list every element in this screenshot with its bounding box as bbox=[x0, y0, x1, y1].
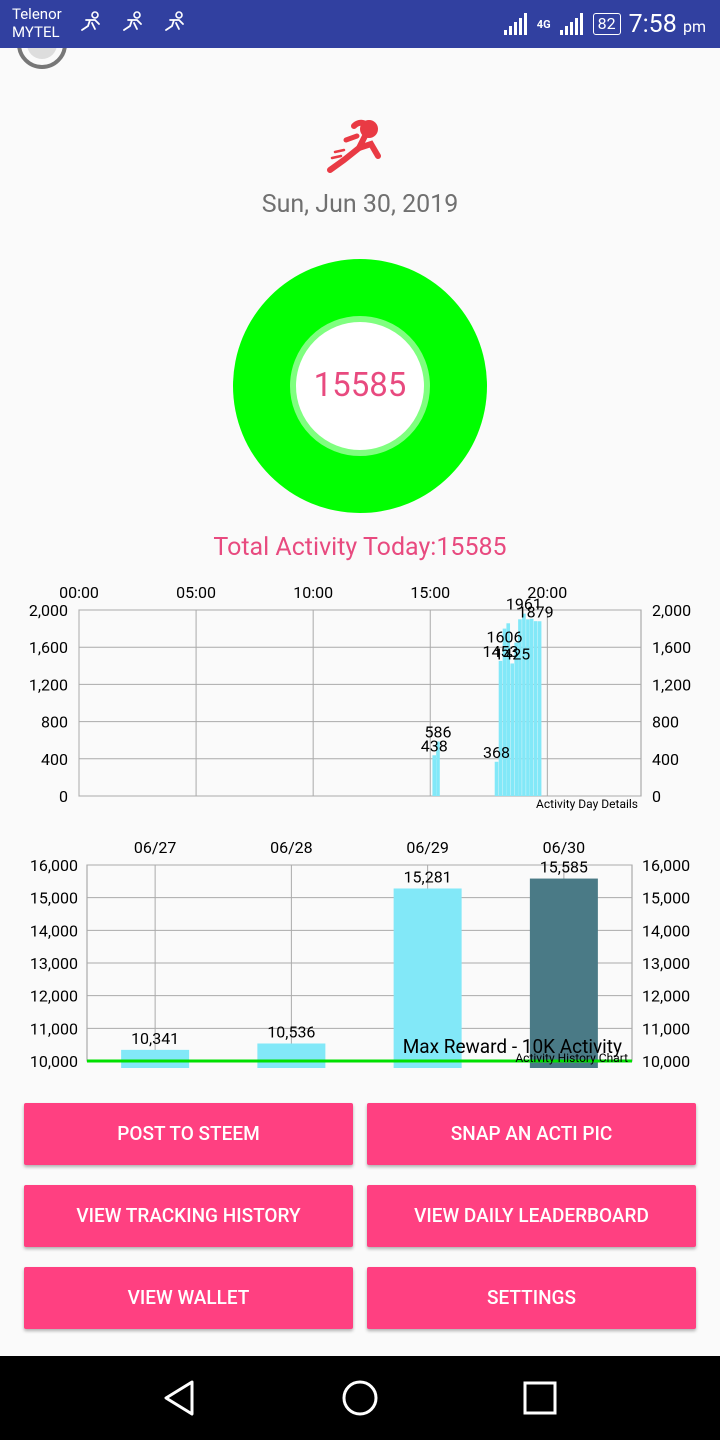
x-category-label: 06/27 bbox=[134, 838, 177, 857]
view-wallet-button[interactable]: VIEW WALLET bbox=[24, 1267, 353, 1329]
chart-plot-area bbox=[78, 609, 642, 797]
activity-history-chart[interactable]: 10,341 10,536 15,281 15,585 16,000 16,000 15,… bbox=[0, 830, 720, 1075]
activity-bar bbox=[526, 619, 530, 796]
bar-value-label: 438 bbox=[421, 736, 448, 755]
history-bar bbox=[393, 888, 462, 1068]
activity-bar bbox=[514, 642, 518, 796]
y-tick-label: 1,200 bbox=[652, 675, 691, 694]
bar-value-label: 1961 bbox=[506, 595, 542, 614]
date-label: Sun, Jun 30, 2019 bbox=[261, 190, 459, 219]
ring-activity-value: 15585 bbox=[313, 366, 407, 405]
bar-value-label: 10,341 bbox=[131, 1029, 179, 1048]
y-tick-label: 16,000 bbox=[30, 856, 78, 875]
y-tick-label: 2,000 bbox=[29, 601, 68, 620]
view-daily-leaderboard-button[interactable]: VIEW DAILY LEADERBOARD bbox=[367, 1185, 696, 1247]
y-tick-label: 2,000 bbox=[652, 601, 691, 620]
runner-notification-icon bbox=[165, 11, 184, 31]
x-category-label: 06/29 bbox=[406, 838, 449, 857]
battery-icon: 82 bbox=[592, 13, 621, 35]
y-tick-label: 11,000 bbox=[642, 1019, 690, 1038]
history-bar bbox=[529, 878, 598, 1068]
x-category-label: 06/30 bbox=[543, 838, 586, 857]
post-to-steem-button[interactable]: POST TO STEEM bbox=[24, 1103, 353, 1165]
signal-icon bbox=[559, 13, 583, 35]
runner-notification-icon bbox=[81, 11, 100, 31]
bar-value-label: 1606 bbox=[486, 628, 522, 647]
snap-acti-pic-button[interactable]: SNAP AN ACTI PIC bbox=[367, 1103, 696, 1165]
y-tick-label: 11,000 bbox=[30, 1019, 78, 1038]
navigation-bar bbox=[0, 1356, 720, 1440]
home-icon[interactable] bbox=[340, 1378, 380, 1418]
x-tick-label: 05:00 bbox=[176, 583, 216, 602]
x-tick-label: 00:00 bbox=[59, 583, 99, 602]
x-tick-label: 15:00 bbox=[410, 583, 450, 602]
x-tick-label: 10:00 bbox=[293, 583, 333, 602]
y-tick-label: 16,000 bbox=[642, 856, 690, 875]
bar-value-label: 1453 bbox=[483, 642, 519, 661]
activity-bar bbox=[510, 663, 515, 796]
y-tick-label: 400 bbox=[41, 750, 68, 769]
history-bar bbox=[257, 1043, 326, 1068]
y-tick-label: 800 bbox=[41, 713, 68, 732]
activity-bar bbox=[498, 660, 503, 796]
recents-icon[interactable] bbox=[520, 1378, 560, 1418]
activity-bar bbox=[506, 623, 511, 796]
clock: 7:58 pm bbox=[628, 9, 706, 39]
activity-bar bbox=[518, 619, 522, 796]
progress-ring-center bbox=[290, 316, 430, 456]
network-type-label: 4G bbox=[536, 17, 551, 31]
settings-button[interactable]: SETTINGS bbox=[367, 1267, 696, 1329]
bar-value-label: 10,536 bbox=[267, 1022, 315, 1041]
y-tick-label: 10,000 bbox=[642, 1052, 690, 1071]
y-tick-label: 12,000 bbox=[30, 987, 78, 1006]
chart-description: Activity Day Details bbox=[536, 797, 638, 811]
chart-description: Activity History Chart bbox=[515, 1051, 628, 1065]
bar-value-label: 1879 bbox=[518, 602, 554, 621]
total-activity-label: Total Activity Today:15585 bbox=[213, 533, 507, 562]
y-tick-label: 14,000 bbox=[642, 921, 690, 940]
runner-logo-icon bbox=[327, 119, 381, 173]
x-category-label: 06/28 bbox=[270, 838, 313, 857]
back-icon[interactable] bbox=[160, 1378, 200, 1418]
y-tick-label: 1,600 bbox=[652, 638, 691, 657]
activity-bar bbox=[522, 613, 526, 796]
status-icons: 4G 82 7:58 pm bbox=[503, 8, 706, 40]
max-reward-label: Max Reward - 10K Activity bbox=[403, 1035, 622, 1058]
view-tracking-history-button[interactable]: VIEW TRACKING HISTORY bbox=[24, 1185, 353, 1247]
activity-bar bbox=[537, 621, 542, 796]
y-tick-label: 13,000 bbox=[642, 954, 690, 973]
bar-value-label: 1425 bbox=[494, 644, 530, 663]
avatar[interactable] bbox=[16, 48, 68, 70]
activity-bar bbox=[494, 761, 499, 796]
y-tick-label: 15,000 bbox=[30, 889, 78, 908]
y-tick-label: 12,000 bbox=[642, 987, 690, 1006]
carrier-name: Telenor MYTEL bbox=[12, 5, 62, 41]
y-tick-label: 13,000 bbox=[30, 954, 78, 973]
signal-icon bbox=[503, 13, 527, 35]
y-tick-label: 14,000 bbox=[30, 921, 78, 940]
bar-value-label: 15,281 bbox=[404, 867, 452, 886]
activity-bar bbox=[502, 628, 507, 796]
bar-value-label: 15,585 bbox=[540, 858, 588, 877]
activity-bar bbox=[436, 741, 440, 796]
bar-value-label: 368 bbox=[483, 743, 510, 762]
bar-value-label: 586 bbox=[424, 723, 451, 742]
avatar-icon bbox=[17, 48, 67, 69]
activity-bar bbox=[432, 755, 437, 796]
y-tick-label: 10,000 bbox=[30, 1052, 78, 1071]
y-tick-label: 1,200 bbox=[29, 675, 68, 694]
y-tick-label: 800 bbox=[652, 713, 679, 732]
runner-notification-icon bbox=[123, 11, 142, 31]
history-bar bbox=[121, 1049, 190, 1068]
y-tick-label: 0 bbox=[652, 787, 661, 806]
y-tick-label: 1,600 bbox=[29, 638, 68, 657]
y-tick-label: 400 bbox=[652, 750, 679, 769]
x-tick-label: 20:00 bbox=[527, 583, 567, 602]
status-bar: Telenor MYTEL 4G 82 7:58 pm bbox=[0, 0, 720, 48]
activity-bar bbox=[533, 621, 538, 796]
y-tick-label: 0 bbox=[59, 787, 68, 806]
activity-bar bbox=[529, 618, 534, 796]
y-tick-label: 15,000 bbox=[642, 889, 690, 908]
